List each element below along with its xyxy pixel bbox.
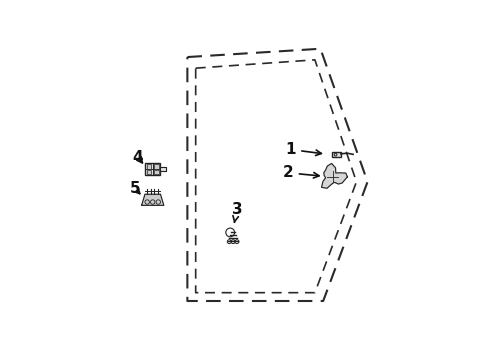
Text: 5: 5 xyxy=(130,181,141,197)
Polygon shape xyxy=(142,194,164,205)
Text: 4: 4 xyxy=(133,150,144,165)
FancyBboxPatch shape xyxy=(147,170,151,174)
FancyBboxPatch shape xyxy=(154,170,159,174)
FancyBboxPatch shape xyxy=(145,163,161,175)
FancyBboxPatch shape xyxy=(332,152,341,157)
Text: 2: 2 xyxy=(283,165,319,180)
FancyBboxPatch shape xyxy=(147,164,151,169)
Polygon shape xyxy=(321,163,347,188)
Polygon shape xyxy=(161,167,166,171)
FancyBboxPatch shape xyxy=(154,164,159,169)
Text: 1: 1 xyxy=(286,142,321,157)
Text: 3: 3 xyxy=(232,202,243,222)
